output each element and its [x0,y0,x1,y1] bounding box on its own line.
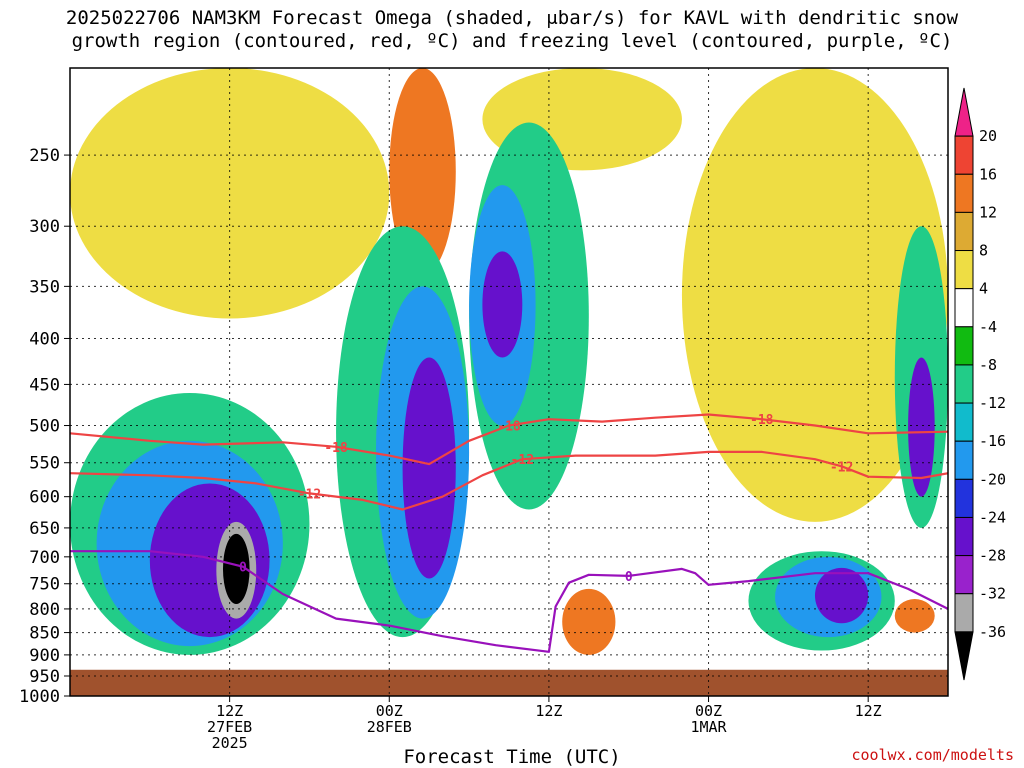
colorbar-tick-label: -28 [979,547,1006,565]
omega-region-15 [402,357,456,579]
omega-region-12 [222,533,250,605]
colorbar-swatch [954,364,974,404]
source-credit: coolwx.com/modelts [851,746,1014,764]
ground-below-surface [70,669,948,696]
colorbar-tick-label: 20 [979,127,997,145]
y-tick-label: 950 [29,667,60,687]
omega-region-1 [70,68,390,319]
chart-title-line-1: 2025022706 NAM3KM Forecast Omega (shaded… [65,7,959,29]
y-tick-label: 650 [29,519,60,539]
dgz-contour-label: -12 [298,487,321,502]
y-tick-label: 700 [29,548,60,568]
y-tick-label: 550 [29,454,60,474]
colorbar-swatch [954,593,974,633]
x-tick-date-label: 27FEB [207,718,252,736]
colorbar-swatch [954,516,974,557]
dgz-contour-label: -12 [511,453,534,468]
y-tick-label: 600 [29,488,60,508]
y-tick-label: 750 [29,575,60,595]
dgz-contour--12 [70,450,948,511]
chart-title-line-2: growth region (contoured, red, ºC) and f… [71,30,953,52]
colorbar-swatch [954,135,974,175]
x-tick-label: 12Z [855,702,882,720]
dgz-contour-label: -18 [497,420,521,435]
colorbar-tick-label: -8 [979,356,997,374]
colorbar-tick-label: -32 [979,585,1006,603]
y-tick-label: 500 [29,417,60,437]
colorbar-swatch [954,288,974,328]
plot-frame [69,67,949,697]
colorbar-tick-label: 12 [979,203,997,221]
colorbar-swatch [954,478,974,518]
colorbar-tick-label: 16 [979,165,997,183]
omega-region-21 [814,567,869,624]
colorbar-tick-label: -4 [979,318,997,336]
colorbar-swatch [954,440,974,480]
y-tick-label: 300 [29,217,60,237]
y-tick-label: 800 [29,600,60,620]
y-tick-label: 450 [29,375,60,395]
freezing-level-label: 0 [625,570,633,585]
x-axis-title: Forecast Time (UTC) [403,746,621,768]
x-tick-label: 00Z [376,702,403,720]
dgz-contour--18 [70,413,948,466]
x-tick-date-label: 28FEB [367,718,412,736]
colorbar-swatch [954,402,974,442]
colorbar-tick-label: -36 [979,623,1006,641]
colorbar-tick-label: -12 [979,394,1006,412]
colorbar-swatch [954,326,974,366]
y-tick-label: 250 [29,146,60,166]
x-tick-date-label: 1MAR [690,718,727,736]
y-tick-label: 850 [29,624,60,644]
colorbar-tick-label: 8 [979,242,988,260]
colorbar-swatch [954,173,974,213]
colorbar-swatch [954,87,974,137]
colorbar-swatch [954,250,974,290]
freezing-level-contour [70,550,948,653]
x-tick-year-label: 2025 [212,734,248,752]
y-tick-label: 1000 [19,687,60,707]
colorbar-tick-label: -16 [979,432,1006,450]
omega-region-3 [389,68,456,276]
y-tick-label: 400 [29,329,60,349]
dgz-contour-label: -18 [324,441,348,456]
y-tick-label: 900 [29,646,60,666]
dgz-contour-label: -18 [750,413,774,428]
colorbar-tick-label: -20 [979,470,1006,488]
colorbar-swatch [954,211,974,252]
y-tick-label: 350 [29,277,60,297]
colorbar-tick-label: -24 [979,508,1006,526]
colorbar-swatch [954,631,974,681]
colorbar-tick-label: 4 [979,280,988,298]
dgz-contour-label: -12 [830,460,853,475]
x-tick-label: 00Z [695,702,722,720]
omega-region-25 [562,588,616,655]
colorbar-swatch [954,555,974,595]
x-tick-label: 12Z [535,702,562,720]
omega-region-23 [908,357,935,497]
omega-region-7 [681,68,948,522]
freezing-level-label: 0 [239,561,247,576]
omega-region-18 [482,251,523,358]
omega-region-26 [894,599,935,633]
x-tick-label: 12Z [216,702,243,720]
